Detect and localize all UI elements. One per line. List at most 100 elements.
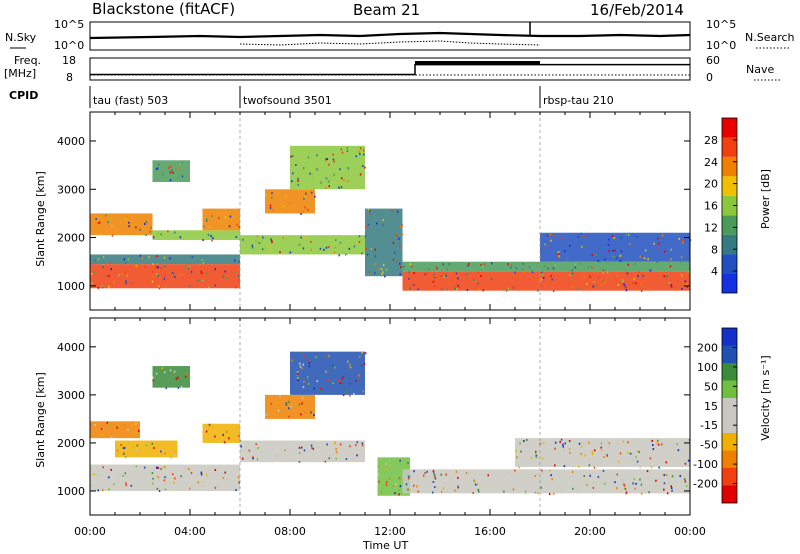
heatmap-speckle (542, 442, 545, 445)
heatmap-speckle (440, 473, 442, 476)
heatmap-speckle (640, 290, 643, 293)
heatmap-speckle (127, 258, 130, 261)
heatmap-speckle (237, 476, 240, 479)
heatmap-speckle (102, 264, 104, 267)
heatmap-speckle (395, 483, 397, 486)
heatmap-speckle (399, 485, 402, 488)
heatmap-speckle (349, 382, 351, 385)
heatmap-speckle (97, 221, 100, 224)
heatmap-speckle (240, 445, 242, 448)
heatmap-speckle (399, 273, 401, 276)
heatmap-speckle (534, 491, 537, 494)
heatmap-speckle (128, 221, 130, 224)
heatmap-speckle (422, 474, 425, 477)
heatmap-speckle (205, 272, 208, 275)
heatmap-speckle (180, 161, 183, 164)
heatmap-speckle (480, 274, 482, 277)
heatmap-speckle (301, 397, 303, 400)
colorbar-tick-label: 4 (711, 265, 718, 278)
heatmap-speckle (491, 262, 493, 265)
heatmap-speckle (537, 289, 539, 292)
heatmap-speckle (316, 168, 318, 171)
heatmap-speckle (251, 244, 254, 247)
heatmap-speckle (668, 281, 671, 284)
heatmap-speckle (167, 230, 169, 233)
heatmap-speckle (221, 218, 223, 221)
freq-step-line (90, 63, 690, 76)
heatmap-speckle (172, 272, 174, 275)
heatmap-speckle (523, 440, 525, 443)
heatmap-speckle (148, 256, 150, 259)
heatmap-speckle (156, 466, 158, 469)
heatmap-speckle (160, 450, 162, 453)
heatmap-speckle (307, 156, 310, 159)
heatmap-speckle (151, 482, 154, 485)
heatmap-speckle (562, 238, 564, 241)
heatmap-speckle (407, 461, 409, 464)
heatmap-speckle (313, 387, 316, 390)
heatmap-speckle (337, 181, 339, 184)
heatmap-speckle (483, 263, 486, 266)
heatmap-speckle (102, 428, 105, 431)
heatmap-speckle (339, 382, 342, 385)
heatmap-speckle (349, 366, 352, 369)
heatmap-speckle (343, 179, 345, 182)
heatmap-speckle (210, 235, 212, 238)
heatmap-speckle (531, 271, 534, 274)
heatmap-speckle (143, 466, 146, 469)
heatmap-speckle (132, 446, 134, 449)
heatmap-speckle (265, 194, 267, 197)
heatmap-speckle (475, 483, 477, 486)
heatmap-speckle (118, 274, 120, 277)
heatmap-speckle (670, 485, 672, 488)
heatmap-speckle (164, 465, 166, 468)
heatmap-speckle (105, 214, 107, 217)
colorbar-swatch (722, 433, 737, 451)
heatmap-speckle (332, 364, 334, 367)
heatmap-speckle (417, 490, 419, 493)
colorbar-swatch (722, 450, 737, 468)
heatmap-speckle (211, 426, 214, 429)
heatmap-speckle (94, 259, 96, 262)
heatmap-speckle (233, 473, 235, 476)
heatmap-speckle (592, 285, 595, 288)
freq-trace (90, 61, 690, 76)
heatmap-speckle (145, 234, 147, 237)
heatmap-speckle (214, 435, 216, 438)
heatmap-speckle (380, 268, 383, 271)
heatmap-speckle (617, 485, 620, 488)
heatmap-speckle (574, 266, 577, 269)
heatmap-speckle (158, 487, 160, 490)
heatmap-speckle (269, 206, 272, 209)
heatmap-speckle (161, 449, 163, 452)
heatmap-speckle (106, 421, 109, 424)
heatmap-speckle (164, 371, 166, 374)
heatmap-speckle (355, 155, 358, 158)
heatmap-speckle (472, 491, 474, 494)
heatmap-speckle (137, 429, 140, 432)
heatmap-speckle (543, 265, 546, 268)
heatmap-speckle (124, 271, 127, 274)
station-title: Blackstone (fitACF) (92, 0, 235, 18)
heatmap-speckle (541, 457, 544, 460)
heatmap-speckle (635, 282, 637, 285)
heatmap-speckle (126, 216, 129, 219)
heatmap-speckle (346, 149, 349, 152)
heatmap-speckle (352, 452, 355, 455)
heatmap-speckle (553, 234, 556, 237)
heatmap-speckle (124, 261, 127, 264)
heatmap-speckle (164, 274, 166, 277)
xtick-label: 12:00 (374, 525, 406, 538)
heatmap-speckle (625, 492, 627, 495)
xtick-label: 00:00 (674, 525, 706, 538)
heatmap-speckle (341, 151, 344, 154)
heatmap-speckle (423, 469, 426, 472)
heatmap-speckle (289, 446, 292, 449)
heatmap-speckle (622, 440, 625, 443)
power-colorbar: 4 8 12 16 20 24 28 (704, 117, 738, 294)
heatmap-speckle (604, 258, 606, 261)
heatmap-speckle (342, 375, 345, 378)
nave-label: Nave (746, 63, 774, 76)
heatmap-speckle (191, 256, 194, 259)
heatmap-speckle (226, 430, 228, 433)
